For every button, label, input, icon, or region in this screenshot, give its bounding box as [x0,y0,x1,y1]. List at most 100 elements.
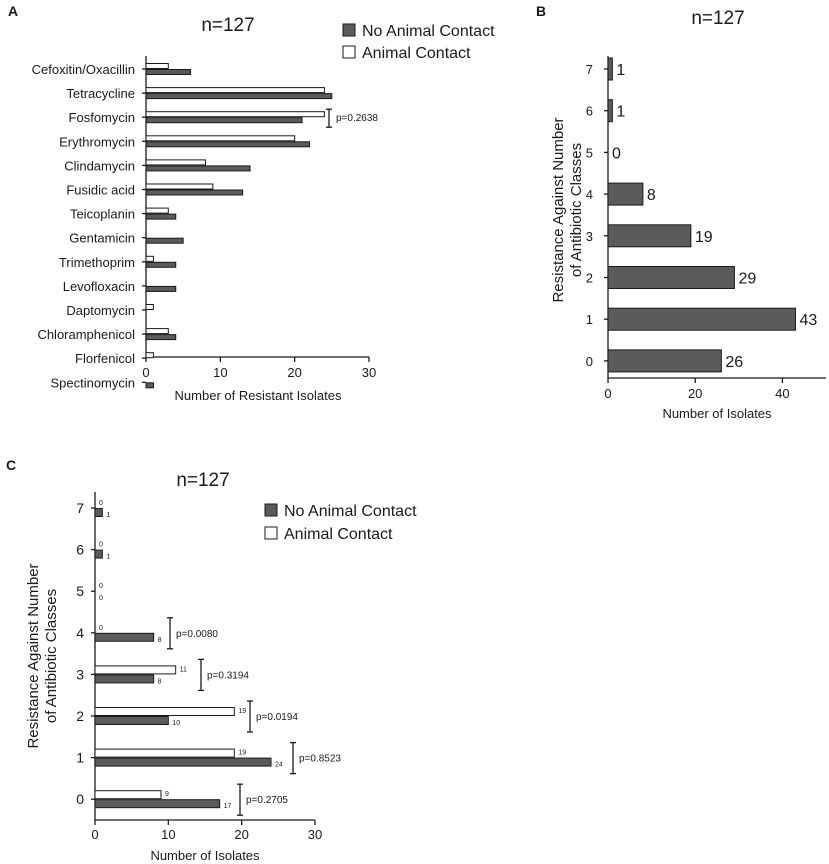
data-label-animal-contact: 0 [99,625,103,632]
bar-animal-contact [94,748,235,758]
category-label: Daptomycin [66,303,135,318]
p-value-bracket [198,658,204,692]
category-label: 0 [586,354,593,369]
data-label: 0 [612,145,621,162]
bar-no-animal-contact [94,716,169,725]
bar-animal-contact [145,255,154,262]
bar-no-animal-contact [145,237,184,244]
category-label: 3 [76,666,84,682]
panel-label: C [6,457,16,473]
x-tick-label: 0 [91,827,98,842]
x-tick-label: 30 [362,365,376,380]
bar-animal-contact [145,135,296,142]
data-label: 19 [695,229,713,246]
y-axis-label-line: Resistance Against Number [25,563,42,748]
legend-swatch-1 [264,526,278,540]
data-label-animal-contact: 19 [238,708,246,715]
x-tick-label: 10 [213,365,227,380]
category-label: Tetracycline [66,86,135,101]
bar [607,224,692,248]
category-label: 0 [76,791,84,807]
category-label: Cefoxitin/Oxacillin [32,62,135,77]
p-value-label: p=0.8523 [299,754,341,765]
data-label-no-animal-contact: 24 [275,762,283,769]
category-label: Gentamicin [69,231,135,246]
bar-animal-contact [145,207,169,214]
category-label: 1 [586,312,593,327]
bar-no-animal-contact [145,213,177,220]
category-label: Levofloxacin [63,279,135,294]
bar-no-animal-contact [94,757,272,767]
category-label: 5 [76,583,84,599]
category-label: 1 [76,750,84,766]
category-label: 2 [76,708,84,724]
category-label: 4 [76,625,84,641]
x-tick-label: 20 [287,365,301,380]
bar-no-animal-contact [145,93,333,100]
bar-animal-contact [145,63,169,69]
p-value-bracket [167,617,173,650]
data-label-no-animal-contact: 0 [99,595,103,602]
category-label: Spectinomycin [50,375,135,390]
bar-animal-contact [145,352,154,359]
data-label: 1 [616,62,625,79]
data-label-animal-contact: 9 [165,791,169,798]
category-label: 7 [586,62,593,77]
category-label: 7 [76,500,84,516]
bar [607,349,722,373]
bar-animal-contact [94,665,177,675]
bar [607,182,644,206]
category-label: Florfenicol [75,351,135,366]
category-label: Teicoplanin [70,207,135,222]
bar-no-animal-contact [94,674,155,684]
bar-no-animal-contact [94,632,155,642]
bar [607,307,796,331]
bar-no-animal-contact [94,799,221,809]
bar-animal-contact [94,707,235,716]
bar-no-animal-contact [145,117,303,124]
bar-animal-contact [94,790,162,800]
legend-swatch-0 [342,23,356,37]
data-label: 26 [725,354,743,371]
x-axis-label: Number of Isolates [150,848,260,863]
bar-no-animal-contact [145,261,177,268]
bar-animal-contact [145,111,325,118]
category-label: 5 [586,145,593,160]
category-label: 4 [586,187,593,202]
chart-title: n=127 [176,470,229,491]
bar-no-animal-contact [145,141,311,148]
p-value-bracket [290,741,296,775]
legend-label-0: No Animal Contact [284,503,417,520]
x-tick-label: 30 [308,827,322,842]
bar-no-animal-contact [94,549,103,559]
legend-label-1: Animal Contact [284,526,393,543]
bar-no-animal-contact [94,508,103,517]
bar-animal-contact [145,304,154,310]
bar-animal-contact [145,87,325,94]
data-label-no-animal-contact: 17 [224,803,232,810]
category-label: Chloramphenicol [37,327,135,342]
bar [607,57,613,81]
bar-no-animal-contact [145,334,177,341]
data-label-no-animal-contact: 1 [106,512,110,519]
category-label: 6 [586,104,593,119]
legend-swatch-1 [342,45,356,59]
category-label: 3 [586,229,593,244]
bar-animal-contact [145,328,169,335]
y-axis-label-line: of Antibiotic Classes [43,589,60,723]
p-value-label: p=0.0194 [256,712,298,723]
p-value-label: p=0.2705 [246,795,288,806]
bar [607,266,735,289]
data-label: 1 [616,104,625,121]
y-axis-label-line: Resistance Against Number [550,117,567,302]
data-label-animal-contact: 19 [238,750,246,757]
data-label-animal-contact: 11 [180,666,187,673]
data-label: 29 [738,271,756,288]
x-tick-label: 0 [604,386,611,401]
chart-title: n=127 [201,15,254,36]
panel-label: B [536,3,546,19]
bar-animal-contact [145,183,214,190]
data-label-animal-contact: 0 [99,583,103,590]
